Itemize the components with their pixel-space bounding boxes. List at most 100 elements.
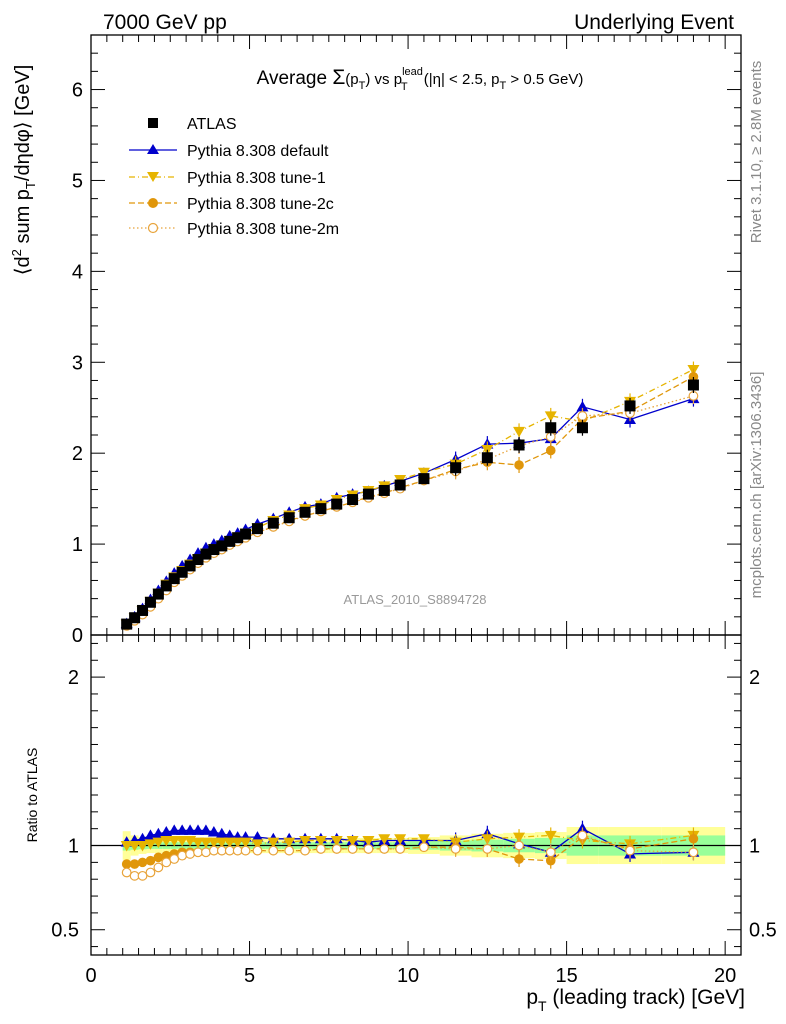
main-series-tune2c [121, 368, 699, 631]
ratio-line-tune1 [126, 834, 694, 847]
ratio-y-tick-label-right: 0.5 [749, 920, 777, 942]
legend-label-tune1: Pythia 8.308 tune-1 [187, 170, 326, 187]
ratio-point-tune2m [379, 843, 390, 854]
ratio-point-tune2m [482, 843, 493, 854]
ratio-point-tune1 [128, 841, 141, 852]
ratio-point-tune2m [514, 840, 524, 851]
main-point-atlas [513, 439, 525, 451]
ratio-point-tune1 [192, 837, 205, 849]
legend-label-tune2m: Pythia 8.308 tune-2m [187, 221, 339, 238]
legend-label-atlas: ATLAS [187, 116, 237, 133]
main-point-tune1 [513, 426, 526, 438]
main-point-atlas [545, 422, 557, 434]
ratio-point-tune2m [240, 845, 251, 856]
main-point-atlas [160, 580, 172, 592]
main-y-tick-label: 3 [72, 352, 83, 374]
title-cuts-2: > 0.5 GeV) [506, 71, 583, 88]
ratio-point-default [168, 824, 181, 835]
main-line-default [126, 397, 694, 625]
main-point-atlas [251, 523, 263, 535]
ratio-point-default [184, 824, 197, 835]
ratio-point-tune2m [232, 845, 243, 856]
main-point-tune2c [688, 372, 699, 382]
ratio-point-tune2m [121, 867, 132, 878]
main-point-atlas [576, 422, 588, 434]
ratio-point-tune2m [193, 847, 203, 858]
ratio-point-tune1 [160, 835, 173, 847]
legend-marker-tune2c [148, 198, 158, 208]
ratio-point-tune1 [267, 837, 280, 849]
main-y-tick-label: 6 [72, 80, 83, 102]
main-point-atlas [687, 379, 699, 391]
title-arg-sub: T [359, 80, 366, 92]
title-vs-sup: lead [402, 66, 423, 78]
main-y-tick-label: 2 [72, 443, 83, 465]
ratio-xlabel: pT (leading track) [GeV] [526, 986, 745, 1014]
ratio-point-default [207, 826, 220, 837]
ratio-point-tune2m [185, 849, 195, 859]
ratio-point-tune1 [144, 839, 157, 850]
main-point-atlas [362, 488, 374, 500]
main-point-atlas [347, 494, 359, 506]
ratio-point-tune2c [514, 854, 524, 864]
ratio-y-tick-label: 2 [68, 667, 79, 689]
ratio-point-tune2m [419, 842, 429, 853]
ratio-point-tune1 [346, 835, 359, 847]
main-point-atlas [378, 484, 390, 496]
main-point-atlas [283, 512, 295, 524]
ratio-point-tune1 [299, 835, 312, 847]
ratio-point-default [251, 831, 264, 842]
ylabel-a: ⟨d [12, 256, 34, 275]
ratio-point-tune2c [688, 833, 699, 844]
ratio-series-tune2m [121, 827, 699, 881]
ratio-x-tick-label: 10 [397, 965, 419, 987]
xlabel-sub: T [538, 998, 547, 1014]
ratio-y-tick-label: 1 [68, 836, 79, 858]
title-arg: (p [345, 71, 358, 88]
main-point-atlas [315, 503, 327, 515]
ratio-point-tune2m [224, 845, 235, 856]
ratio-point-tune2m [208, 845, 219, 856]
ratio-point-tune1 [330, 835, 343, 847]
main-point-atlas [232, 532, 244, 544]
ratio-point-tune2m [315, 843, 326, 854]
legend-marker-tune1 [147, 172, 159, 182]
legend-entry-tune2m: Pythia 8.308 tune-2m [129, 221, 339, 238]
main-ylabel: ⟨d2 sum pT/dηdφ⟩ [GeV] [9, 65, 38, 276]
ratio-point-tune1 [378, 834, 391, 845]
title-vs: vs p [370, 71, 402, 88]
main-series-layer [120, 361, 700, 631]
ratio-point-default [192, 824, 205, 835]
ratio-point-default [215, 827, 228, 839]
ratio-point-tune2m [395, 843, 406, 854]
main-line-tune2c [126, 376, 694, 626]
ratio-point-tune2m [347, 843, 358, 854]
legend-entry-tune2c: Pythia 8.308 tune-2c [129, 196, 334, 213]
ratio-point-tune2m [450, 843, 461, 854]
title-prefix: Average [257, 68, 333, 89]
main-series-tune1 [120, 361, 700, 631]
ratio-point-tune1 [215, 837, 228, 849]
ratio-y-tick-label-right: 1 [749, 836, 760, 858]
ratio-point-tune2m [201, 847, 211, 858]
main-point-tune2m [577, 411, 588, 421]
main-point-atlas [394, 479, 406, 491]
main-point-atlas [224, 535, 236, 547]
rivet-label: Rivet 3.1.10, ≥ 2.8M events [748, 61, 765, 244]
main-point-atlas [418, 473, 430, 485]
main-point-atlas [208, 544, 220, 556]
main-point-atlas [152, 588, 164, 600]
ratio-point-tune2m [284, 845, 295, 856]
ratio-plot-frame [90, 634, 742, 956]
main-point-atlas [121, 618, 133, 630]
main-point-tune2c [545, 445, 556, 456]
ylabel-sub: T [23, 181, 38, 189]
ratio-point-tune2m [300, 845, 310, 856]
main-point-atlas [129, 612, 141, 624]
header-left: 7000 GeV pp [103, 11, 227, 34]
main-title: Average Σ(pT) vs plead T (|η| < 2.5, pT >… [257, 66, 584, 93]
ratio-point-tune1 [417, 834, 430, 845]
ratio-point-tune1 [251, 839, 264, 850]
ratio-point-tune1 [223, 837, 236, 849]
